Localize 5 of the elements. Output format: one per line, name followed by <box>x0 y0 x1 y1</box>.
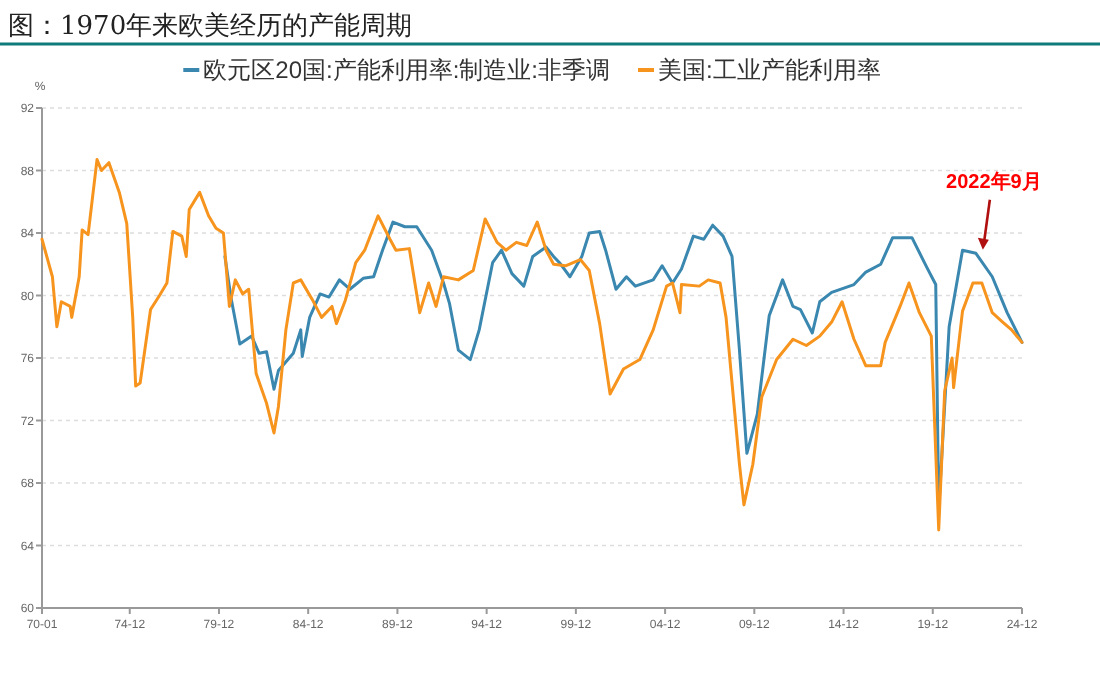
annotation: 2022年9月 <box>946 169 1042 194</box>
legend-label: 欧元区20国:产能利用率:制造业:非季调 <box>203 56 611 84</box>
legend-label: 美国:工业产能利用率 <box>658 56 881 84</box>
line-series <box>40 158 1024 532</box>
chart-title: 图：1970年来欧美经历的产能周期 <box>8 10 413 42</box>
